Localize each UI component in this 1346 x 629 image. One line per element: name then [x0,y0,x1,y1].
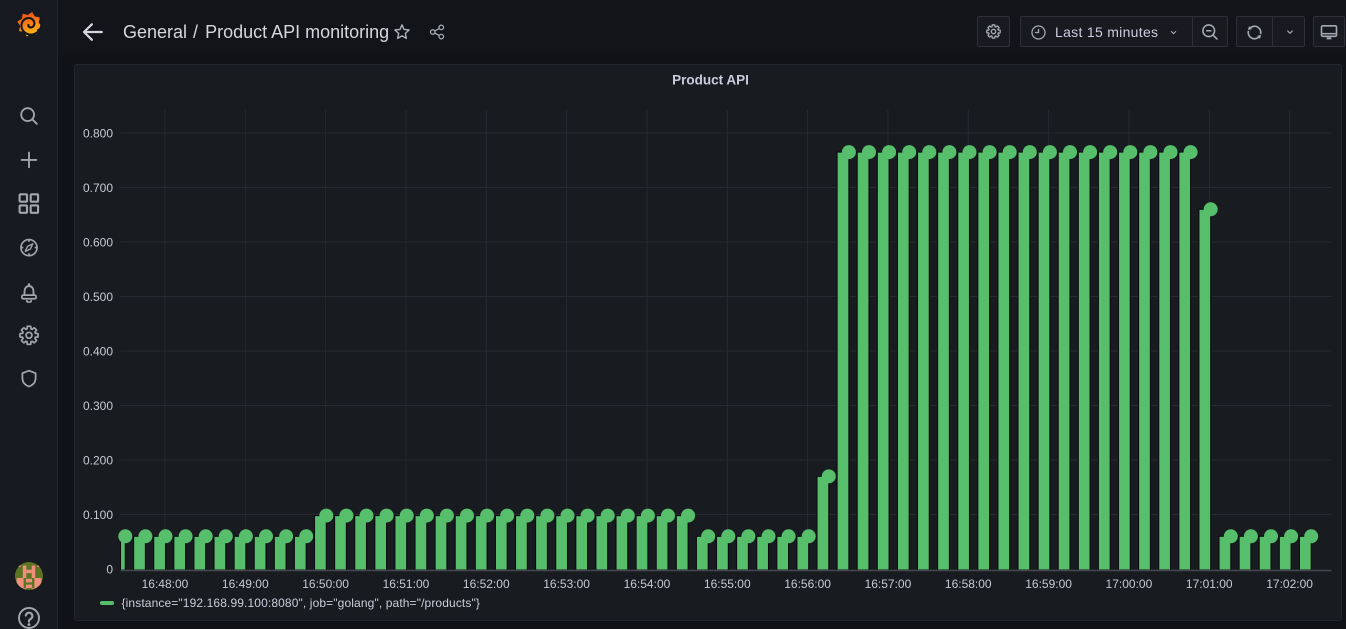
svg-text:16:53:00: 16:53:00 [543,577,590,591]
svg-text:0.800: 0.800 [83,127,113,141]
svg-text:16:56:00: 16:56:00 [784,577,831,591]
svg-text:16:51:00: 16:51:00 [383,577,430,591]
svg-text:17:01:00: 17:01:00 [1186,577,1233,591]
svg-text:16:50:00: 16:50:00 [302,577,349,591]
svg-text:Product API: Product API [672,73,749,88]
svg-text:16:49:00: 16:49:00 [222,577,269,591]
svg-text:17:00:00: 17:00:00 [1106,577,1153,591]
svg-text:{instance="192.168.99.100:8080: {instance="192.168.99.100:8080", job="go… [122,596,481,610]
svg-text:0.700: 0.700 [83,181,113,195]
svg-text:0.600: 0.600 [83,236,113,250]
svg-text:0.300: 0.300 [83,399,113,413]
svg-text:0.100: 0.100 [83,508,113,522]
svg-text:0.500: 0.500 [83,290,113,304]
svg-text:16:55:00: 16:55:00 [704,577,751,591]
svg-text:17:02:00: 17:02:00 [1266,577,1313,591]
svg-text:0.400: 0.400 [83,345,113,359]
svg-text:16:57:00: 16:57:00 [865,577,912,591]
svg-text:16:59:00: 16:59:00 [1025,577,1072,591]
svg-text:16:54:00: 16:54:00 [624,577,671,591]
svg-text:16:52:00: 16:52:00 [463,577,510,591]
svg-text:0.200: 0.200 [83,454,113,468]
svg-text:16:58:00: 16:58:00 [945,577,992,591]
svg-text:0: 0 [106,563,113,577]
svg-text:16:48:00: 16:48:00 [142,577,189,591]
